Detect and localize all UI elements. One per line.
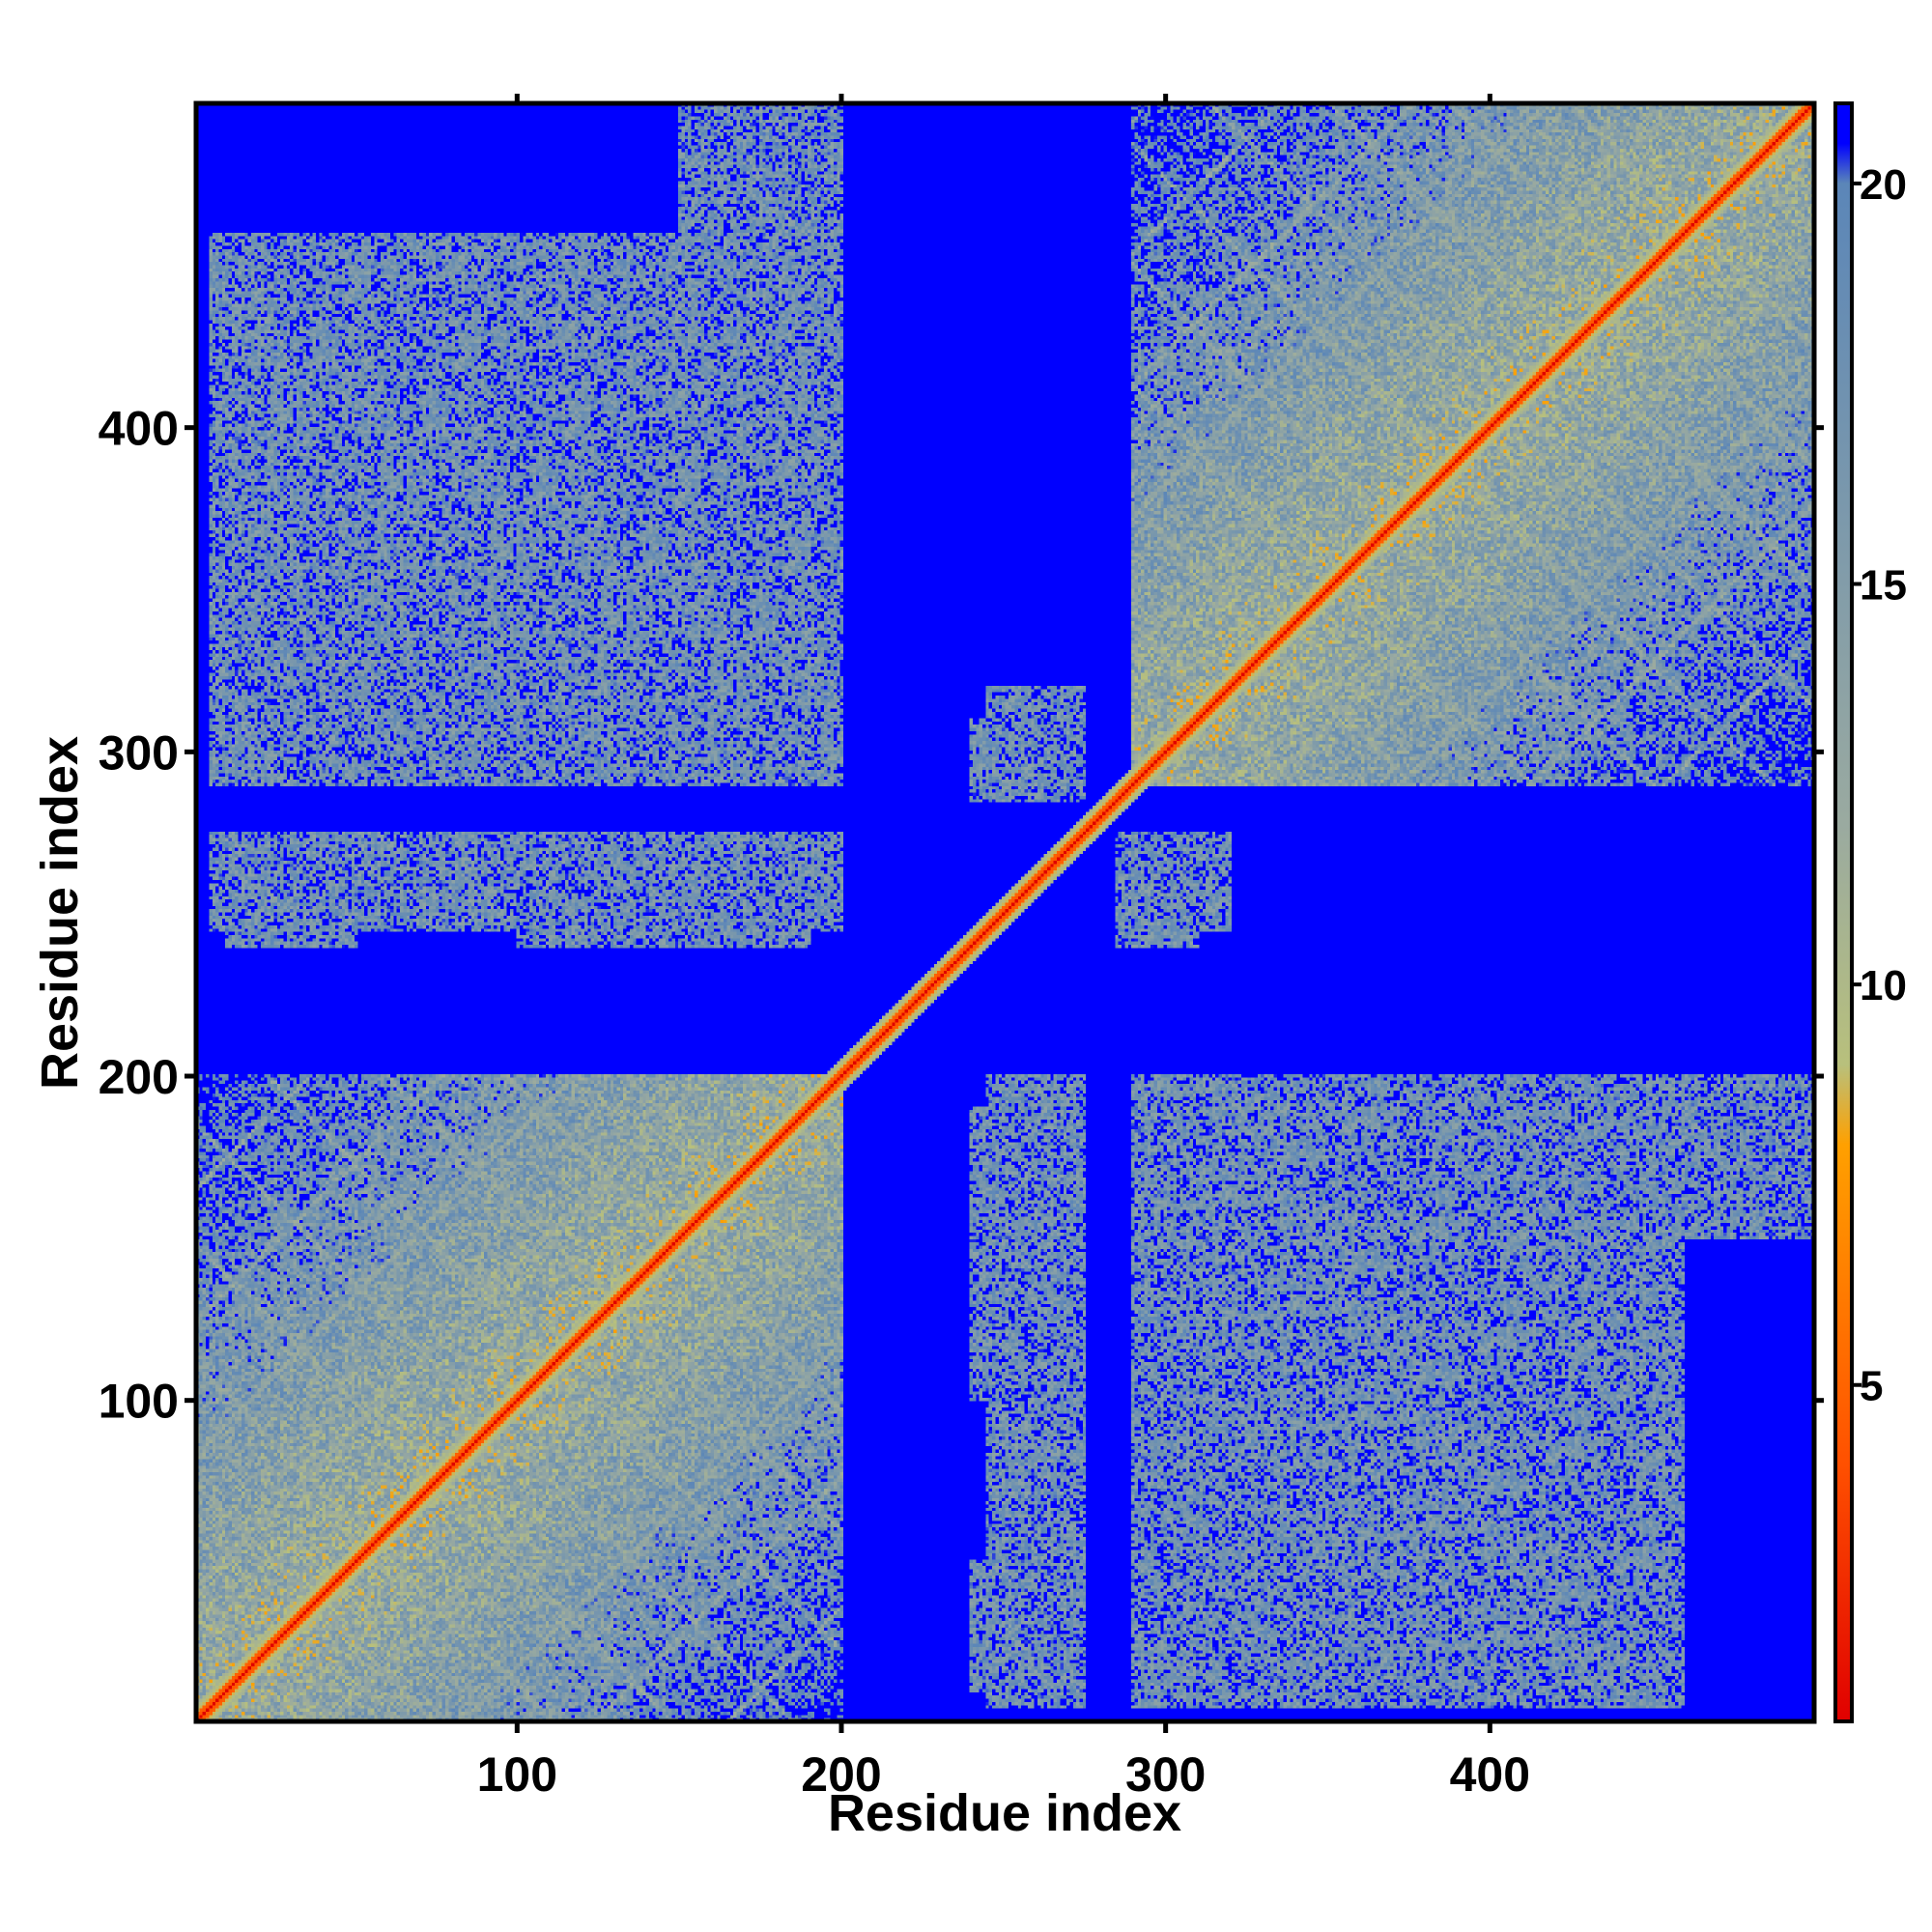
y-tick-label: 100 (99, 1375, 179, 1429)
colorbar: 5 10 15 20 (1833, 101, 1907, 1723)
heatmap-image-wrap (196, 103, 1814, 1721)
y-axis: 100 200 300 400 (99, 402, 1824, 1429)
y-tick-label: 200 (99, 1050, 179, 1104)
x-axis: 100 200 300 400 (477, 94, 1530, 1802)
y-axis-title: Residue index (31, 736, 89, 1090)
heatmap-frame (193, 100, 1817, 1724)
x-tick-label: 300 (1125, 1747, 1206, 1802)
colorbar-tick-label: 5 (1860, 1363, 1883, 1410)
colorbar-tick-label: 10 (1860, 962, 1907, 1009)
colorbar-tick-label: 20 (1860, 161, 1907, 209)
x-tick-label: 400 (1450, 1747, 1530, 1802)
heatmap-panel (193, 100, 1817, 1724)
colorbar-gradient (1833, 101, 1854, 1723)
colorbar-ticks: 5 10 15 20 (1852, 161, 1907, 1410)
y-tick-label: 300 (99, 725, 179, 780)
colorbar-tick-label: 15 (1860, 562, 1907, 610)
heatmap-canvas (196, 103, 1814, 1721)
x-tick-label: 200 (801, 1747, 881, 1802)
x-tick-label: 100 (477, 1747, 557, 1802)
x-axis-title: Residue index (828, 1784, 1181, 1842)
y-tick-label: 400 (99, 402, 179, 456)
